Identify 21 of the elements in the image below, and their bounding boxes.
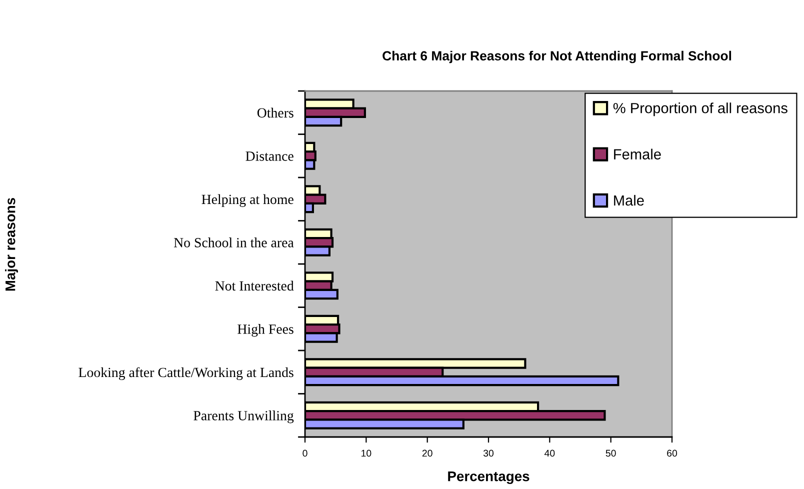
y-tick-label: Parents Unwilling [194, 410, 294, 424]
legend-label: Male [614, 194, 644, 206]
y-tick-label: No School in the area [174, 238, 294, 248]
y-tick-label: Distance [246, 151, 294, 161]
y-tick-label: High Fees [238, 324, 294, 337]
x-tick-label: 30 [483, 450, 494, 457]
y-tick-label: Helping at home [202, 194, 294, 207]
y-tick-label: Not Interested [215, 280, 294, 291]
x-axis-title: Percentages [448, 472, 530, 484]
x-tick-label: 50 [606, 450, 616, 457]
x-tick-label: 10 [362, 450, 372, 457]
y-axis-title: Major reasons [5, 198, 18, 291]
legend-label: % Proportion of all reasons [613, 102, 788, 116]
x-tick-label: 20 [422, 450, 432, 457]
x-tick-label: 60 [667, 450, 678, 457]
y-tick-label: Looking after Cattle/Working at Lands [78, 367, 294, 380]
chart-title: Chart 6 Major Reasons for Not Attending Formal School [382, 50, 732, 64]
y-tick-label: Others [257, 108, 294, 118]
legend-label: Female [614, 148, 661, 160]
x-tick-label: 40 [544, 450, 555, 457]
x-tick-label: 0 [302, 450, 308, 457]
